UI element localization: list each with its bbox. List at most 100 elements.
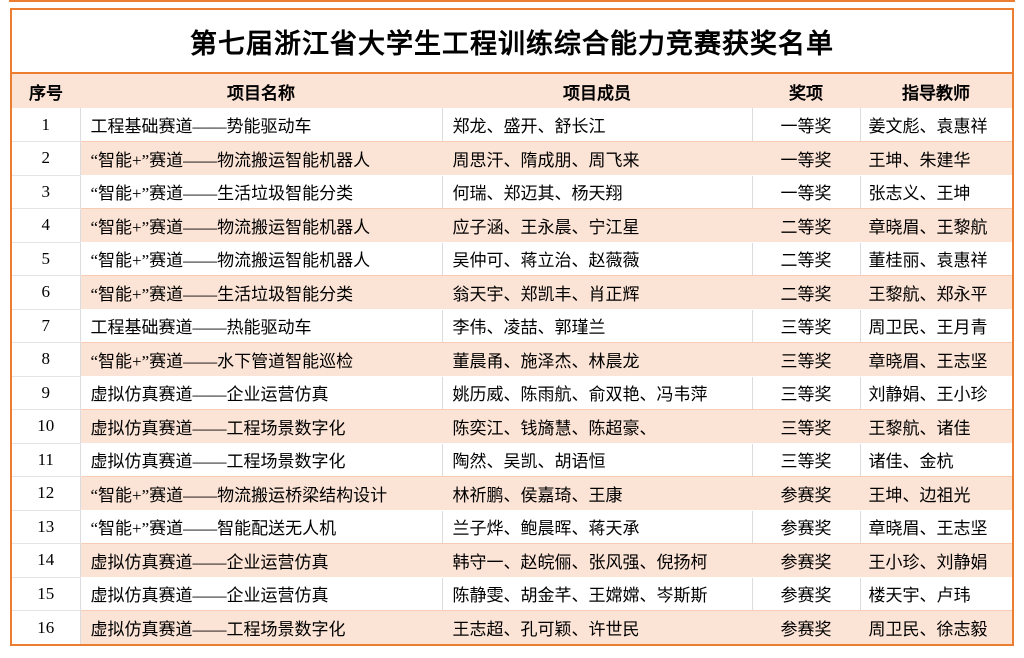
cell-project-members: 陈奕江、钱旖慧、陈超豪、 [442,409,753,444]
cell-project-members: 翁天宇、郑凯丰、肖正辉 [442,275,753,310]
cell-award: 二等奖 [752,275,861,310]
cell-index: 12 [12,476,81,511]
cell-project-name: 工程基础赛道——势能驱动车 [80,108,443,142]
cell-project-name: “智能+”赛道——物流搬运智能机器人 [80,208,443,243]
cell-advisors: 刘静娟、王小珍 [860,376,1012,410]
cell-project-members: 董晨甬、施泽杰、林晨龙 [442,342,753,377]
cell-index: 5 [12,242,81,276]
table-row: 13 “智能+”赛道——智能配送无人机 兰子烨、鲍晨晖、蒋天承 参赛奖 章晓眉、王志坚 [12,510,1012,544]
cell-index: 4 [12,208,81,243]
cell-project-members: 李伟、凌喆、郭瑾兰 [442,309,753,343]
table-row: 8 “智能+”赛道——水下管道智能巡检 董晨甬、施泽杰、林晨龙 三等奖 章晓眉、王志坚 [12,342,1012,377]
cell-award: 参赛奖 [752,610,861,644]
column-header-0: 序号 [12,74,80,108]
cell-index: 13 [12,510,81,544]
cell-project-members: 郑龙、盛开、舒长江 [442,108,753,142]
cell-index: 1 [12,108,81,142]
cell-index: 15 [12,577,81,611]
column-header-1: 项目名称 [80,74,442,108]
cell-award: 三等奖 [752,309,861,343]
cell-index: 16 [12,610,81,644]
cell-project-name: “智能+”赛道——生活垃圾智能分类 [80,175,443,209]
cell-project-members: 陶然、吴凯、胡语恒 [442,443,753,477]
cell-project-name: “智能+”赛道——水下管道智能巡检 [80,342,443,377]
table-row: 9 虚拟仿真赛道——企业运营仿真 姚历威、陈雨航、俞双艳、冯韦萍 三等奖 刘静娟、王小珍 [12,376,1012,410]
cell-project-name: 虚拟仿真赛道——企业运营仿真 [80,577,443,611]
cell-project-members: 应子涵、王永晨、宁江星 [442,208,753,243]
cell-advisors: 张志义、王坤 [860,175,1012,209]
cell-project-name: “智能+”赛道——智能配送无人机 [80,510,443,544]
cell-project-name: “智能+”赛道——物流搬运智能机器人 [80,242,443,276]
cell-project-name: 工程基础赛道——热能驱动车 [80,309,443,343]
cell-project-name: 虚拟仿真赛道——工程场景数字化 [80,610,443,644]
cell-advisors: 董桂丽、袁惠祥 [860,242,1012,276]
table-row: 1 工程基础赛道——势能驱动车 郑龙、盛开、舒长江 一等奖 姜文彪、袁惠祥 [12,108,1012,142]
table-row: 5 “智能+”赛道——物流搬运智能机器人 吴仲可、蒋立治、赵薇薇 二等奖 董桂丽、袁惠祥 [12,242,1012,276]
cell-award: 一等奖 [752,175,861,209]
table-row: 7 工程基础赛道——热能驱动车 李伟、凌喆、郭瑾兰 三等奖 周卫民、王月青 [12,309,1012,343]
cell-project-name: 虚拟仿真赛道——工程场景数字化 [80,409,443,444]
table-row: 15 虚拟仿真赛道——企业运营仿真 陈静雯、胡金芊、王嫦嫦、岑斯斯 参赛奖 楼天宇、卢玮 [12,577,1012,611]
table-row: 10 虚拟仿真赛道——工程场景数字化 陈奕江、钱旖慧、陈超豪、 三等奖 王黎航、诸佳 [12,409,1012,444]
cell-project-name: 虚拟仿真赛道——工程场景数字化 [80,443,443,477]
table-row: 11 虚拟仿真赛道——工程场景数字化 陶然、吴凯、胡语恒 三等奖 诸佳、金杭 [12,443,1012,477]
table-row: 4 “智能+”赛道——物流搬运智能机器人 应子涵、王永晨、宁江星 二等奖 章晓眉、王黎航 [12,208,1012,243]
column-header-3: 奖项 [752,74,860,108]
cell-index: 3 [12,175,81,209]
cell-project-members: 陈静雯、胡金芊、王嫦嫦、岑斯斯 [442,577,753,611]
table-row: 16 虚拟仿真赛道——工程场景数字化 王志超、孔可颖、许世民 参赛奖 周卫民、徐志毅 [12,610,1012,644]
cell-advisors: 楼天宇、卢玮 [860,577,1012,611]
cell-award: 参赛奖 [752,476,861,511]
table-row: 14 虚拟仿真赛道——企业运营仿真 韩守一、赵皖俪、张风强、倪扬柯 参赛奖 王小珍、刘静… [12,543,1012,578]
cell-award: 一等奖 [752,141,861,176]
cell-project-name: “智能+”赛道——生活垃圾智能分类 [80,275,443,310]
cell-project-members: 姚历威、陈雨航、俞双艳、冯韦萍 [442,376,753,410]
cell-index: 10 [12,409,81,444]
cell-award: 三等奖 [752,342,861,377]
column-header-2: 项目成员 [442,74,752,108]
cell-advisors: 王黎航、诸佳 [860,409,1012,444]
cell-project-name: 虚拟仿真赛道——企业运营仿真 [80,543,443,578]
cell-project-members: 吴仲可、蒋立治、赵薇薇 [442,242,753,276]
awards-table-frame: 第七届浙江省大学生工程训练综合能力竞赛获奖名单 序号 项目名称 项目成员 奖项 指导教师… [10,8,1014,646]
cell-project-name: “智能+”赛道——物流搬运桥梁结构设计 [80,476,443,511]
cell-project-name: 虚拟仿真赛道——企业运营仿真 [80,376,443,410]
cell-advisors: 周卫民、徐志毅 [860,610,1012,644]
header-row: 序号 项目名称 项目成员 奖项 指导教师 [12,74,1012,108]
cell-index: 8 [12,342,81,377]
title-band: 第七届浙江省大学生工程训练综合能力竞赛获奖名单 [12,10,1012,74]
cell-advisors: 周卫民、王月青 [860,309,1012,343]
cell-advisors: 章晓眉、王黎航 [860,208,1012,243]
cell-index: 6 [12,275,81,310]
table-row: 12 “智能+”赛道——物流搬运桥梁结构设计 林祈鹏、侯嘉琦、王康 参赛奖 王坤、边祖光 [12,476,1012,511]
table-row: 2 “智能+”赛道——物流搬运智能机器人 周思汗、隋成朋、周飞来 一等奖 王坤、朱建华 [12,141,1012,176]
cell-index: 11 [12,443,81,477]
cell-advisors: 王坤、边祖光 [860,476,1012,511]
cell-advisors: 姜文彪、袁惠祥 [860,108,1012,142]
cell-award: 二等奖 [752,208,861,243]
cell-index: 2 [12,141,81,176]
cell-advisors: 王黎航、郑永平 [860,275,1012,310]
cell-award: 参赛奖 [752,577,861,611]
cell-advisors: 章晓眉、王志坚 [860,342,1012,377]
cell-award: 二等奖 [752,242,861,276]
column-header-4: 指导教师 [860,74,1012,108]
cell-award: 一等奖 [752,108,861,142]
cell-index: 9 [12,376,81,410]
cell-award: 三等奖 [752,376,861,410]
table-body: 1 工程基础赛道——势能驱动车 郑龙、盛开、舒长江 一等奖 姜文彪、袁惠祥 2 “智能+”赛… [12,108,1012,644]
cell-index: 14 [12,543,81,578]
cell-award: 参赛奖 [752,510,861,544]
cell-award: 三等奖 [752,443,861,477]
table-row: 6 “智能+”赛道——生活垃圾智能分类 翁天宇、郑凯丰、肖正辉 二等奖 王黎航、郑永平 [12,275,1012,310]
cell-project-members: 何瑞、郑迈其、杨天翔 [442,175,753,209]
cell-project-members: 王志超、孔可颖、许世民 [442,610,753,644]
top-divider-line [9,0,1015,2]
page-title: 第七届浙江省大学生工程训练综合能力竞赛获奖名单 [190,28,834,59]
cell-project-members: 林祈鹏、侯嘉琦、王康 [442,476,753,511]
cell-advisors: 王小珍、刘静娟 [860,543,1012,578]
cell-award: 三等奖 [752,409,861,444]
cell-project-name: “智能+”赛道——物流搬运智能机器人 [80,141,443,176]
table-row: 3 “智能+”赛道——生活垃圾智能分类 何瑞、郑迈其、杨天翔 一等奖 张志义、王坤 [12,175,1012,209]
